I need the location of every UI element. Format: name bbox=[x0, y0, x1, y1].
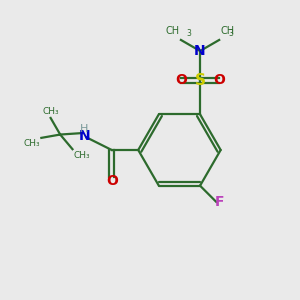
Text: N: N bbox=[79, 129, 90, 143]
Text: H: H bbox=[80, 124, 88, 134]
Text: N: N bbox=[194, 44, 206, 58]
Text: CH: CH bbox=[221, 26, 235, 36]
Text: F: F bbox=[214, 195, 224, 209]
Text: O: O bbox=[213, 74, 225, 87]
Text: 3: 3 bbox=[228, 29, 233, 38]
Text: CH₃: CH₃ bbox=[23, 139, 40, 148]
Text: O: O bbox=[106, 174, 118, 188]
Text: 3: 3 bbox=[186, 29, 191, 38]
Text: CH₃: CH₃ bbox=[42, 107, 59, 116]
Text: CH: CH bbox=[165, 26, 179, 36]
Text: CH₃: CH₃ bbox=[74, 151, 91, 160]
Text: O: O bbox=[175, 74, 187, 87]
Text: S: S bbox=[195, 73, 206, 88]
